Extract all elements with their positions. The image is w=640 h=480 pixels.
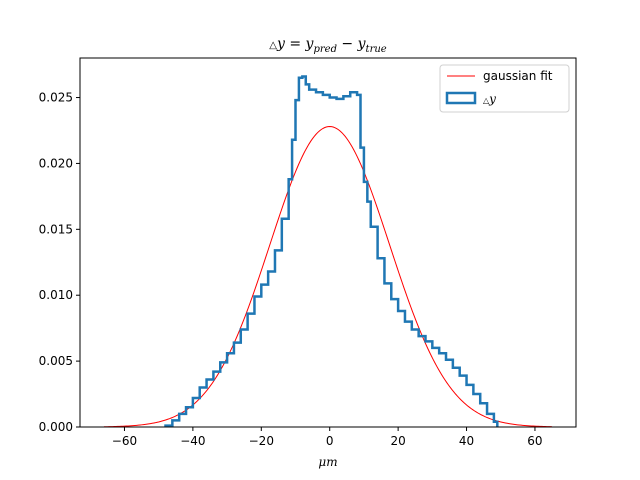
legend-box [439,64,570,113]
y-tick-label: 0.020 [39,156,73,170]
x-tick-label: 0 [326,434,334,448]
series-delta-y-step [164,75,499,427]
y-tick-label: 0.005 [39,354,73,368]
y-axis: 0.000 0.005 0.010 0.015 0.020 0.025 [39,91,80,434]
x-tick-label: 20 [390,434,405,448]
legend: gaussian fit △y [439,64,570,113]
axes-frame [79,57,577,428]
x-axis: −60 −40 −20 0 20 40 60 [112,427,543,448]
legend-swatch-delta-y [445,91,477,105]
series-layer [103,75,553,428]
legend-label-gaussian-fit: gaussian fit [483,69,553,83]
y-tick-label: 0.000 [39,420,73,434]
x-tick-label: −40 [180,434,205,448]
series-gaussian-fit-line [103,126,553,428]
x-tick-label: 60 [527,434,542,448]
plot-area [103,75,553,428]
y-tick-label: 0.025 [39,91,73,105]
x-axis-label: μm [318,455,337,469]
x-tick-label: 40 [459,434,474,448]
legend-label-delta-y: △y [483,92,496,106]
y-tick-label: 0.015 [39,222,73,236]
x-tick-label: −20 [249,434,274,448]
y-tick-label: 0.010 [39,288,73,302]
x-tick-label: −60 [112,434,137,448]
chart-title: △y = ypred − ytrue [269,36,387,55]
